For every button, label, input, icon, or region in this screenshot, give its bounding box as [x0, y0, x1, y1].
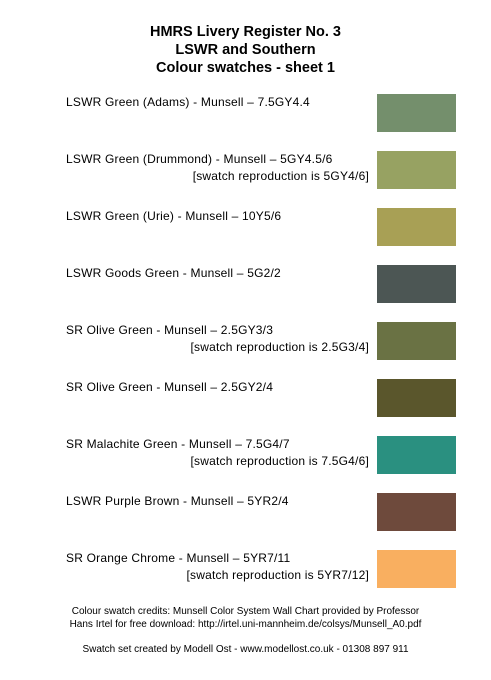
colour-swatch — [377, 493, 456, 531]
swatch-row: LSWR Goods Green - Munsell – 5G2/2 — [0, 265, 491, 305]
swatch-label: LSWR Purple Brown - Munsell – 5YR2/4 — [66, 494, 289, 508]
swatch-note: [swatch reproduction is 5YR7/12] — [186, 568, 369, 582]
swatch-note: [swatch reproduction is 5GY4/6] — [192, 169, 369, 183]
sheet-title: Colour swatches - sheet 1 — [156, 60, 335, 76]
swatch-row: SR Malachite Green - Munsell – 7.5G4/7 [… — [0, 436, 491, 476]
swatch-label: SR Malachite Green - Munsell – 7.5G4/7 — [66, 437, 290, 451]
page-header: HMRS Livery Register No. 3 LSWR and Sout… — [0, 23, 491, 77]
colour-swatch — [377, 151, 456, 189]
swatch-label: SR Orange Chrome - Munsell – 5YR7/11 — [66, 551, 291, 565]
colour-swatch — [377, 208, 456, 246]
register-title: HMRS Livery Register No. 3 — [150, 24, 341, 40]
colour-swatch — [377, 94, 456, 132]
swatch-row: SR Olive Green - Munsell – 2.5GY3/3 [swa… — [0, 322, 491, 362]
colour-swatch — [377, 379, 456, 417]
credits-line: Hans Irtel for free download: http://irt… — [69, 619, 422, 630]
creator-line: Swatch set created by Modell Ost - www.m… — [82, 644, 409, 655]
swatch-row: LSWR Purple Brown - Munsell – 5YR2/4 — [0, 493, 491, 533]
swatch-row: SR Orange Chrome - Munsell – 5YR7/11 [sw… — [0, 550, 491, 590]
swatch-label: LSWR Green (Adams) - Munsell – 7.5GY4.4 — [66, 95, 310, 109]
colour-swatch — [377, 322, 456, 360]
swatch-note: [swatch reproduction is 7.5G4/6] — [190, 454, 369, 468]
swatch-label: SR Olive Green - Munsell – 2.5GY3/3 — [66, 323, 274, 337]
swatch-row: SR Olive Green - Munsell – 2.5GY2/4 — [0, 379, 491, 419]
swatch-row: LSWR Green (Drummond) - Munsell – 5GY4.5… — [0, 151, 491, 191]
swatch-label: LSWR Green (Drummond) - Munsell – 5GY4.5… — [66, 152, 333, 166]
swatch-label: SR Olive Green - Munsell – 2.5GY2/4 — [66, 380, 274, 394]
swatch-row: LSWR Green (Urie) - Munsell – 10Y5/6 — [0, 208, 491, 248]
swatch-label: LSWR Goods Green - Munsell – 5G2/2 — [66, 266, 281, 280]
colour-swatch — [377, 265, 456, 303]
swatch-note: [swatch reproduction is 2.5G3/4] — [190, 340, 369, 354]
railway-title: LSWR and Southern — [175, 42, 316, 58]
colour-swatch — [377, 550, 456, 588]
credits-line: Colour swatch credits: Munsell Color Sys… — [71, 606, 420, 617]
swatch-label: LSWR Green (Urie) - Munsell – 10Y5/6 — [66, 209, 282, 223]
colour-swatch — [377, 436, 456, 474]
swatch-row: LSWR Green (Adams) - Munsell – 7.5GY4.4 — [0, 94, 491, 134]
swatch-credits: Colour swatch credits: Munsell Color Sys… — [0, 605, 491, 631]
